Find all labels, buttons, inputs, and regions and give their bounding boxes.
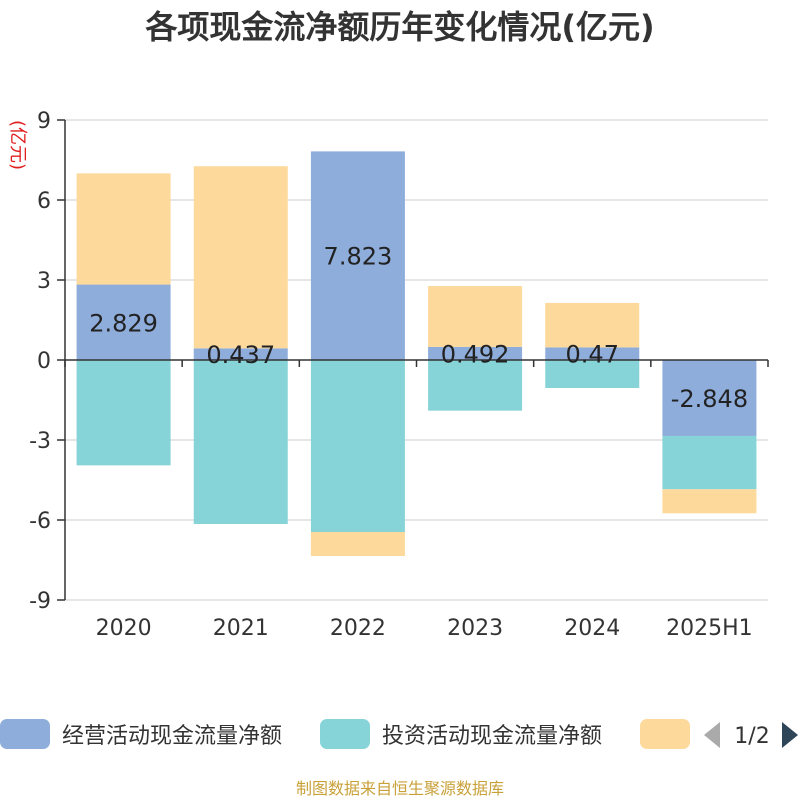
y-tick-label: -6 (29, 509, 51, 534)
x-tick-label: 2023 (447, 616, 503, 641)
axes: 9 6 3 0 -3 -6 -9 2020 2021 2022 2023 2024 2025H1 (29, 109, 769, 641)
bar-segment (545, 360, 640, 388)
data-label: -2.848 (671, 385, 748, 413)
x-tick-label: 2021 (213, 616, 269, 641)
legend-label: 投资活动现金流量净额 (382, 724, 602, 749)
data-label: 7.823 (324, 243, 393, 271)
bar-segment (428, 286, 523, 347)
bar-segment (310, 151, 405, 360)
data-label: 2.829 (89, 309, 158, 337)
bar-segment (662, 360, 757, 436)
bar-segment (310, 360, 405, 532)
data-labels: 2.829 0.437 7.823 0.492 0.47 -2.848 (89, 243, 748, 413)
y-tick-label: 0 (37, 349, 51, 374)
bar-segment (76, 360, 171, 466)
legend-swatch (0, 719, 50, 749)
bar-segment (428, 346, 523, 360)
legend-next-icon[interactable] (782, 722, 798, 748)
y-tick-label: 3 (37, 269, 51, 294)
source-note: 制图数据来自恒生聚源数据库 (296, 779, 504, 798)
y-axis-unit: (亿元) (7, 120, 28, 170)
legend-page-indicator: 1/2 (734, 724, 769, 749)
bar-segment (76, 173, 171, 285)
y-tick-label: -9 (29, 589, 51, 614)
bar-segment (193, 348, 288, 360)
bar-segment (193, 360, 288, 524)
data-label: 0.437 (206, 341, 275, 369)
y-tick-label: 6 (37, 189, 51, 214)
x-tick-label: 2022 (330, 616, 386, 641)
y-tick-label: 9 (37, 109, 51, 134)
bar-segment (545, 347, 640, 360)
bar-segment (662, 489, 757, 514)
legend-swatch (320, 719, 370, 749)
bar-segment (310, 532, 405, 556)
data-label: 0.492 (441, 340, 510, 368)
legend-prev-icon[interactable] (704, 722, 720, 748)
bars (76, 151, 757, 556)
legend: 经营活动现金流量净额 投资活动现金流量净额 1/2 (0, 719, 798, 749)
legend-swatch (640, 719, 690, 749)
chart-title: 各项现金流净额历年变化情况(亿元) (145, 8, 654, 46)
bar-segment (76, 284, 171, 360)
x-tick-label: 2020 (96, 616, 152, 641)
legend-label: 经营活动现金流量净额 (62, 724, 282, 749)
x-tick-label: 2024 (564, 616, 620, 641)
y-tick-label: -3 (29, 429, 51, 454)
grid-lines (65, 119, 768, 601)
bar-segment (545, 302, 640, 348)
x-tick-label: 2025H1 (666, 616, 753, 641)
bar-segment (662, 435, 757, 490)
bar-segment (193, 166, 288, 349)
bar-segment (428, 360, 523, 411)
data-label: 0.47 (566, 341, 619, 369)
